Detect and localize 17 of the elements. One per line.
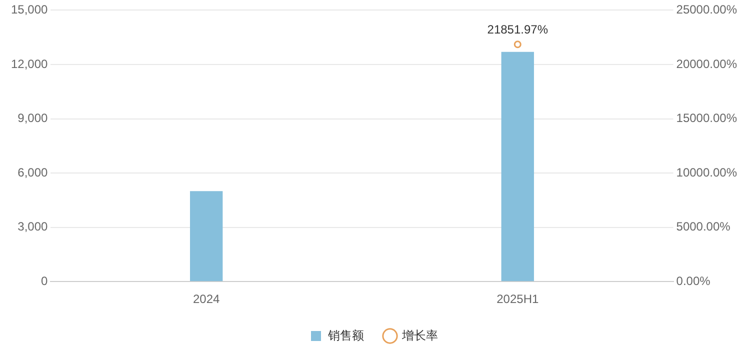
y2-tick-label: 15000.00% (676, 111, 738, 126)
y-tick-label: 12,000 (11, 56, 48, 71)
y2-tick-label: 10000.00% (676, 165, 738, 180)
legend-label: 增长率 (401, 328, 438, 342)
y2-tick-label: 5000.00% (676, 220, 731, 234)
data-label: 21851.97% (487, 22, 548, 37)
legend-label: 销售额 (327, 328, 364, 342)
y2-tick-label: 25000.00% (676, 2, 738, 17)
x-tick-label: 2024 (192, 292, 220, 306)
y-tick-label: 9,000 (18, 111, 48, 126)
x-tick-label: 2025H1 (496, 292, 539, 306)
y2-tick-label: 20000.00% (676, 56, 738, 71)
y2-tick-label: 0.00% (676, 274, 711, 288)
y-tick-label: 0 (41, 274, 48, 288)
y-tick-label: 3,000 (18, 220, 48, 234)
y-tick-label: 6,000 (18, 165, 48, 180)
y-tick-label: 15,000 (11, 2, 48, 17)
